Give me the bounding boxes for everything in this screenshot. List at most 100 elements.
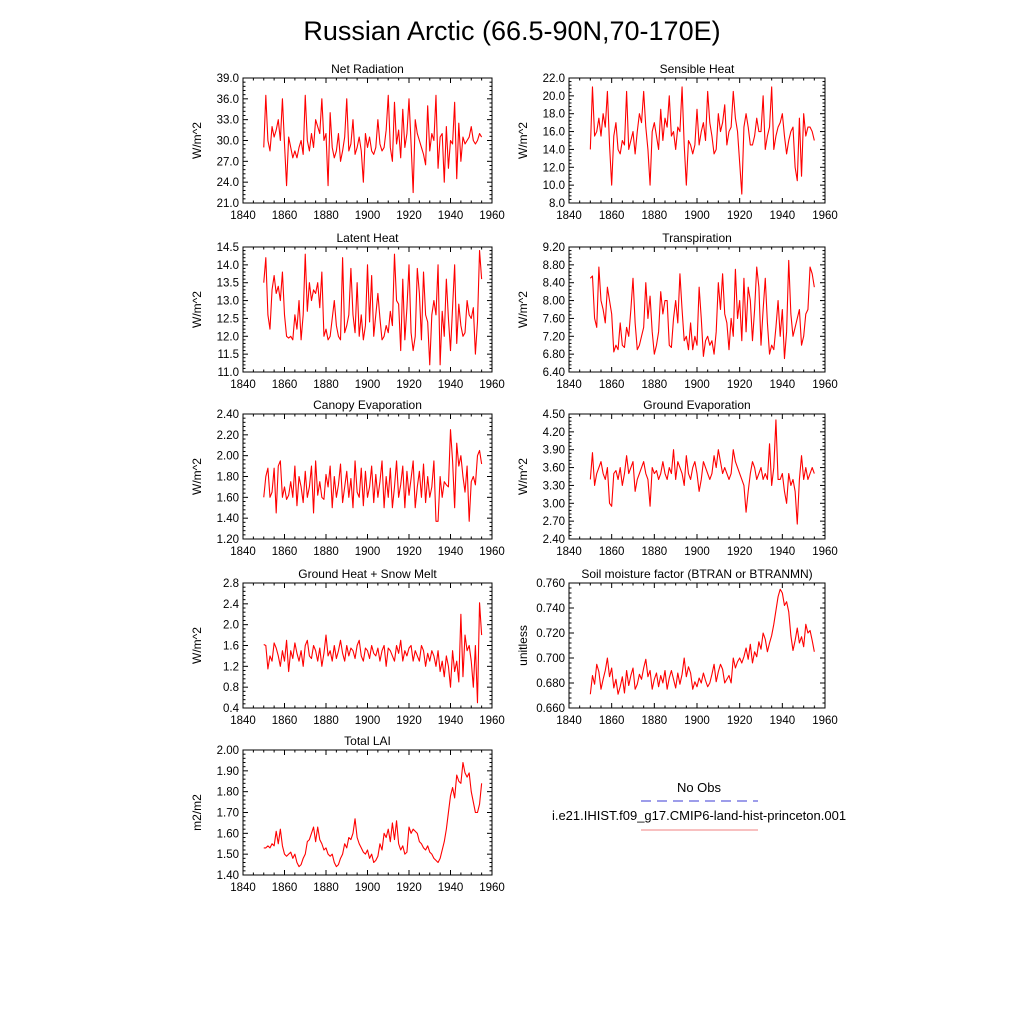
x-tick-label: 1860	[599, 546, 625, 558]
x-tick-label: 1920	[396, 882, 422, 894]
y-tick-label: 3.00	[543, 498, 565, 510]
y-tick-label: 30.0	[217, 136, 239, 148]
y-tick-label: 1.60	[217, 492, 239, 504]
y-axis-label: W/m^2	[190, 291, 204, 328]
legend-model-label: i.e21.IHIST.f09_g17.CMIP6-land-hist-prin…	[552, 808, 846, 823]
panel-title: Latent Heat	[336, 231, 399, 245]
chart-panel: 1840 1860 1880 1900 1920 1940 1960 1.40 1.50 1.60…	[190, 734, 505, 894]
y-tick-label: 0.720	[536, 628, 565, 640]
x-tick-label: 1880	[642, 715, 668, 727]
y-tick-label: 1.70	[217, 808, 239, 820]
y-tick-label: 10.0	[543, 180, 565, 192]
y-tick-label: 13.5	[217, 278, 239, 290]
x-tick-label: 1940	[438, 210, 464, 222]
y-tick-label: 2.20	[217, 430, 239, 442]
x-tick-label: 1900	[355, 882, 381, 894]
x-tick-label: 1840	[230, 210, 256, 222]
y-tick-label: 0.4	[223, 703, 240, 715]
y-tick-label: 0.700	[536, 653, 565, 665]
y-axis-label: W/m^2	[516, 291, 530, 328]
y-tick-label: 6.80	[543, 349, 565, 361]
y-axis-label: W/m^2	[516, 122, 530, 159]
y-tick-label: 0.760	[536, 578, 565, 590]
y-tick-label: 27.0	[217, 156, 239, 168]
panel-title: Canopy Evaporation	[313, 398, 422, 412]
x-tick-label: 1900	[355, 379, 381, 391]
y-axis-label: W/m^2	[516, 458, 530, 495]
x-tick-label: 1840	[556, 715, 582, 727]
y-tick-label: 33.0	[217, 115, 239, 127]
y-tick-label: 0.660	[536, 703, 565, 715]
panel-title: Sensible Heat	[660, 62, 735, 76]
y-tick-label: 14.5	[217, 242, 239, 254]
panel-title: Total LAI	[344, 734, 391, 748]
y-tick-label: 14.0	[543, 144, 565, 156]
x-tick-label: 1900	[684, 715, 710, 727]
x-tick-label: 1860	[272, 882, 298, 894]
series-line	[589, 419, 815, 525]
x-tick-label: 1880	[313, 379, 339, 391]
x-tick-label: 1920	[396, 210, 422, 222]
x-tick-label: 1840	[556, 546, 582, 558]
y-tick-label: 6.40	[543, 367, 565, 379]
y-tick-label: 2.40	[217, 409, 239, 421]
x-tick-label: 1860	[272, 715, 298, 727]
chart-panel: 1840 1860 1880 1900 1920 1940 1960 0.660 0.680 0.…	[516, 567, 838, 727]
x-tick-label: 1920	[396, 379, 422, 391]
panel-title: Ground Evaporation	[643, 398, 750, 412]
x-tick-label: 1920	[727, 379, 753, 391]
x-tick-label: 1840	[556, 210, 582, 222]
y-axis-label: unitless	[516, 625, 530, 666]
x-tick-label: 1960	[479, 546, 505, 558]
y-tick-label: 2.4	[223, 599, 240, 611]
y-tick-label: 39.0	[217, 73, 239, 85]
y-tick-label: 3.60	[543, 463, 565, 475]
y-tick-label: 21.0	[217, 198, 239, 210]
y-tick-label: 1.80	[217, 787, 239, 799]
series-line	[263, 761, 483, 868]
legend-obs-label: No Obs	[677, 780, 722, 795]
y-tick-label: 3.90	[543, 445, 565, 457]
y-axis-label: W/m^2	[190, 458, 204, 495]
chart-panel: 1840 1860 1880 1900 1920 1940 1960 11.0 11.5 12.0…	[190, 231, 505, 391]
x-tick-label: 1940	[770, 546, 796, 558]
y-tick-label: 1.60	[217, 828, 239, 840]
legend: No Obs i.e21.IHIST.f09_g17.CMIP6-land-hi…	[552, 780, 846, 831]
y-tick-label: 1.90	[217, 766, 239, 778]
y-tick-label: 12.0	[217, 331, 239, 343]
x-tick-label: 1920	[727, 210, 753, 222]
series-line	[589, 588, 815, 695]
x-tick-label: 1960	[812, 546, 838, 558]
y-tick-label: 16.0	[543, 127, 565, 139]
panels: 1840 1860 1880 1900 1920 1940 1960 21.0 24.0 27.0…	[190, 62, 838, 894]
x-tick-label: 1920	[396, 546, 422, 558]
y-tick-label: 1.2	[223, 661, 239, 673]
x-tick-label: 1880	[642, 546, 668, 558]
y-tick-label: 1.40	[217, 513, 239, 525]
x-tick-label: 1880	[313, 546, 339, 558]
chart-panel: 1840 1860 1880 1900 1920 1940 1960 6.40 6.80 7.20…	[516, 231, 838, 391]
y-tick-label: 2.00	[217, 451, 239, 463]
y-tick-label: 2.70	[543, 516, 565, 528]
x-tick-label: 1840	[230, 882, 256, 894]
x-tick-label: 1940	[770, 210, 796, 222]
series-line	[263, 602, 483, 704]
x-tick-label: 1840	[230, 715, 256, 727]
y-tick-label: 4.50	[543, 409, 565, 421]
x-tick-label: 1940	[438, 715, 464, 727]
series-line	[263, 429, 483, 522]
chart-panel: 1840 1860 1880 1900 1920 1940 1960 2.40 2.70 3.00…	[516, 398, 838, 558]
y-tick-label: 13.0	[217, 296, 239, 308]
y-axis-label: W/m^2	[190, 122, 204, 159]
x-tick-label: 1860	[272, 210, 298, 222]
y-tick-label: 12.0	[543, 162, 565, 174]
panel-title: Transpiration	[662, 231, 732, 245]
x-tick-label: 1880	[642, 210, 668, 222]
y-tick-label: 11.0	[217, 367, 239, 379]
plot-frame	[568, 246, 826, 373]
y-tick-label: 3.30	[543, 480, 565, 492]
x-tick-label: 1860	[599, 715, 625, 727]
x-tick-label: 1960	[479, 210, 505, 222]
y-tick-label: 1.80	[217, 472, 239, 484]
